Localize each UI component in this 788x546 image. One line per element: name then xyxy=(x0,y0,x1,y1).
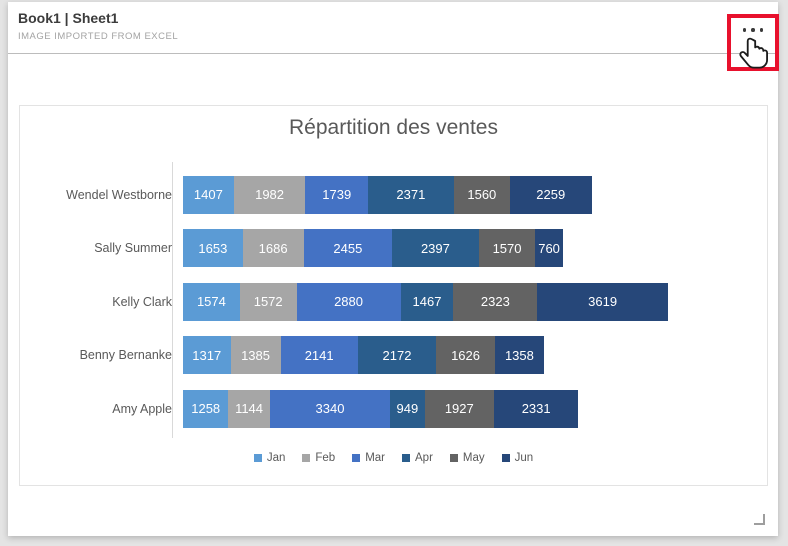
category-label: Benny Bernanke xyxy=(79,348,172,363)
highlight-annotation-box xyxy=(727,14,779,71)
legend-label: Apr xyxy=(415,452,433,464)
bar-segment-jan: 1653 xyxy=(183,229,243,268)
legend-label: Jun xyxy=(514,452,534,464)
bar-segment-feb: 1686 xyxy=(242,229,304,268)
bar-segment-jun: 2259 xyxy=(509,175,592,214)
legend-item-apr: Apr xyxy=(402,452,433,464)
legend-swatch xyxy=(402,454,410,462)
bar-segment-jun: 2331 xyxy=(494,389,579,428)
legend-label: Jan xyxy=(266,452,286,464)
bar-segment-apr: 1467 xyxy=(400,282,454,321)
chart-row: Sally Summer 1653 1686 2455 2397 1570 760 xyxy=(32,222,668,276)
bar-segment-feb: 1572 xyxy=(239,282,297,321)
bar-segment-mar: 1739 xyxy=(305,175,369,214)
chart-title: Répartition des ventes xyxy=(289,116,498,139)
legend-swatch xyxy=(449,454,458,462)
bar-segment-apr: 2371 xyxy=(368,175,454,214)
resize-handle-icon[interactable] xyxy=(754,514,765,525)
bar-segment-jan: 1574 xyxy=(183,282,240,321)
legend-item-jan: Jan xyxy=(253,452,286,464)
chart-legend: Jan Feb Mar Apr May Jun xyxy=(20,452,767,464)
bar-segment-mar: 2455 xyxy=(303,229,393,268)
bar-plot-area: Wendel Westborne 1407 1982 1739 2371 1560 2259… xyxy=(32,168,668,436)
header-divider xyxy=(8,53,778,54)
document-subtitle: IMAGE IMPORTED FROM EXCEL xyxy=(18,31,179,42)
bar-segment-feb: 1982 xyxy=(233,175,306,214)
bar-segment-mar: 2141 xyxy=(280,336,358,375)
bar-segment-may: 1560 xyxy=(453,175,510,214)
bar-segment-jan: 1407 xyxy=(183,175,234,214)
chart-row: Wendel Westborne 1407 1982 1739 2371 1560 2259 xyxy=(32,168,668,222)
bar-segment-jan: 1258 xyxy=(183,389,229,428)
bar-segment-apr: 2397 xyxy=(392,229,479,268)
bar-segment-jun: 760 xyxy=(535,229,563,268)
legend-label: May xyxy=(462,452,485,464)
stacked-bar: 1574 1572 2880 1467 2323 3619 xyxy=(183,282,668,321)
app-panel: Book1 | Sheet1 IMAGE IMPORTED FROM EXCEL… xyxy=(8,2,779,536)
legend-swatch xyxy=(302,454,311,462)
legend-label: Mar xyxy=(365,452,385,464)
legend-swatch xyxy=(253,454,262,462)
bar-segment-jun: 1358 xyxy=(494,336,544,375)
bar-segment-mar: 2880 xyxy=(296,282,401,321)
bar-segment-may: 1570 xyxy=(478,229,536,268)
category-label: Kelly Clark xyxy=(112,294,172,309)
stacked-bar: 1258 1144 3340 949 1927 2331 xyxy=(183,389,579,428)
bar-segment-mar: 3340 xyxy=(269,389,391,428)
legend-swatch xyxy=(501,454,510,462)
legend-item-mar: Mar xyxy=(352,452,385,464)
ellipsis-icon xyxy=(727,28,779,32)
category-label: Wendel Westborne xyxy=(66,187,172,202)
chart-row: Benny Bernanke 1317 1385 2141 2172 1626 1358 xyxy=(32,329,668,383)
bar-segment-may: 1626 xyxy=(436,336,495,375)
category-axis-line xyxy=(172,162,173,438)
bar-segment-apr: 949 xyxy=(390,389,425,428)
bar-segment-feb: 1385 xyxy=(230,336,281,375)
legend-swatch xyxy=(352,454,361,462)
bar-segment-feb: 1144 xyxy=(228,389,270,428)
document-title: Book1 | Sheet1 xyxy=(18,10,119,26)
legend-item-feb: Feb xyxy=(302,452,335,464)
legend-item-may: May xyxy=(449,452,485,464)
category-label: Sally Summer xyxy=(94,241,172,256)
legend-item-jun: Jun xyxy=(501,452,534,464)
more-options-button[interactable] xyxy=(727,12,779,63)
bar-segment-jan: 1317 xyxy=(183,336,231,375)
chart-row: Amy Apple 1258 1144 3340 949 1927 2331 xyxy=(32,382,668,436)
bar-segment-may: 1927 xyxy=(424,389,495,428)
chart-row: Kelly Clark 1574 1572 2880 1467 2323 3619 xyxy=(32,275,668,329)
chart-card: Répartition des ventes Wendel Westborne 1… xyxy=(19,105,768,486)
stacked-bar: 1407 1982 1739 2371 1560 2259 xyxy=(183,175,592,214)
bar-segment-may: 2323 xyxy=(453,282,538,321)
legend-label: Feb xyxy=(315,452,336,464)
stacked-bar: 1317 1385 2141 2172 1626 1358 xyxy=(183,336,544,375)
bar-segment-jun: 3619 xyxy=(537,282,668,321)
stacked-bar: 1653 1686 2455 2397 1570 760 xyxy=(183,229,563,268)
category-label: Amy Apple xyxy=(112,401,172,416)
bar-segment-apr: 2172 xyxy=(357,336,437,375)
